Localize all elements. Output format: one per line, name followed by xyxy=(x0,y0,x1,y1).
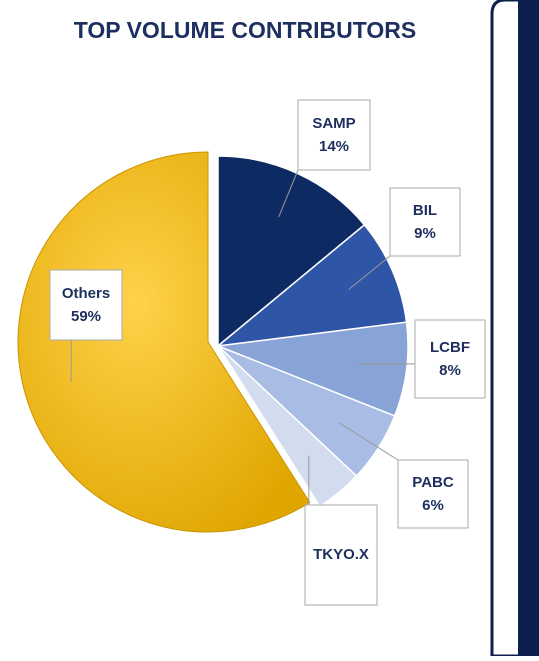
value-label: 59% xyxy=(71,308,101,325)
callout-box xyxy=(297,99,371,171)
category-label: SAMP xyxy=(312,115,355,132)
value-label: 14% xyxy=(319,138,349,155)
pie-slice xyxy=(17,151,311,533)
value-label: 8% xyxy=(439,362,461,379)
chart-title: TOP VOLUME CONTRIBUTORS xyxy=(74,17,416,43)
callout-box xyxy=(414,319,486,399)
callout-box xyxy=(304,504,378,606)
callout-pointer xyxy=(348,255,391,290)
category-label: PABC xyxy=(412,474,454,491)
callout-box xyxy=(49,269,123,341)
callout-pointer xyxy=(278,169,299,218)
pie-slice xyxy=(217,321,409,417)
category-label: Others xyxy=(62,285,110,302)
callout-pointer xyxy=(338,421,399,461)
value-label: 9% xyxy=(414,225,436,242)
pie-slice xyxy=(215,223,408,348)
callout-box xyxy=(389,187,461,257)
value-label: 6% xyxy=(422,497,444,514)
category-label: TKYO.X xyxy=(313,546,369,563)
callout-box xyxy=(397,459,469,529)
frame-bar xyxy=(518,0,539,656)
category-label: LCBF xyxy=(430,339,470,356)
pie-slice xyxy=(217,155,366,348)
category-label: BIL xyxy=(413,202,437,219)
